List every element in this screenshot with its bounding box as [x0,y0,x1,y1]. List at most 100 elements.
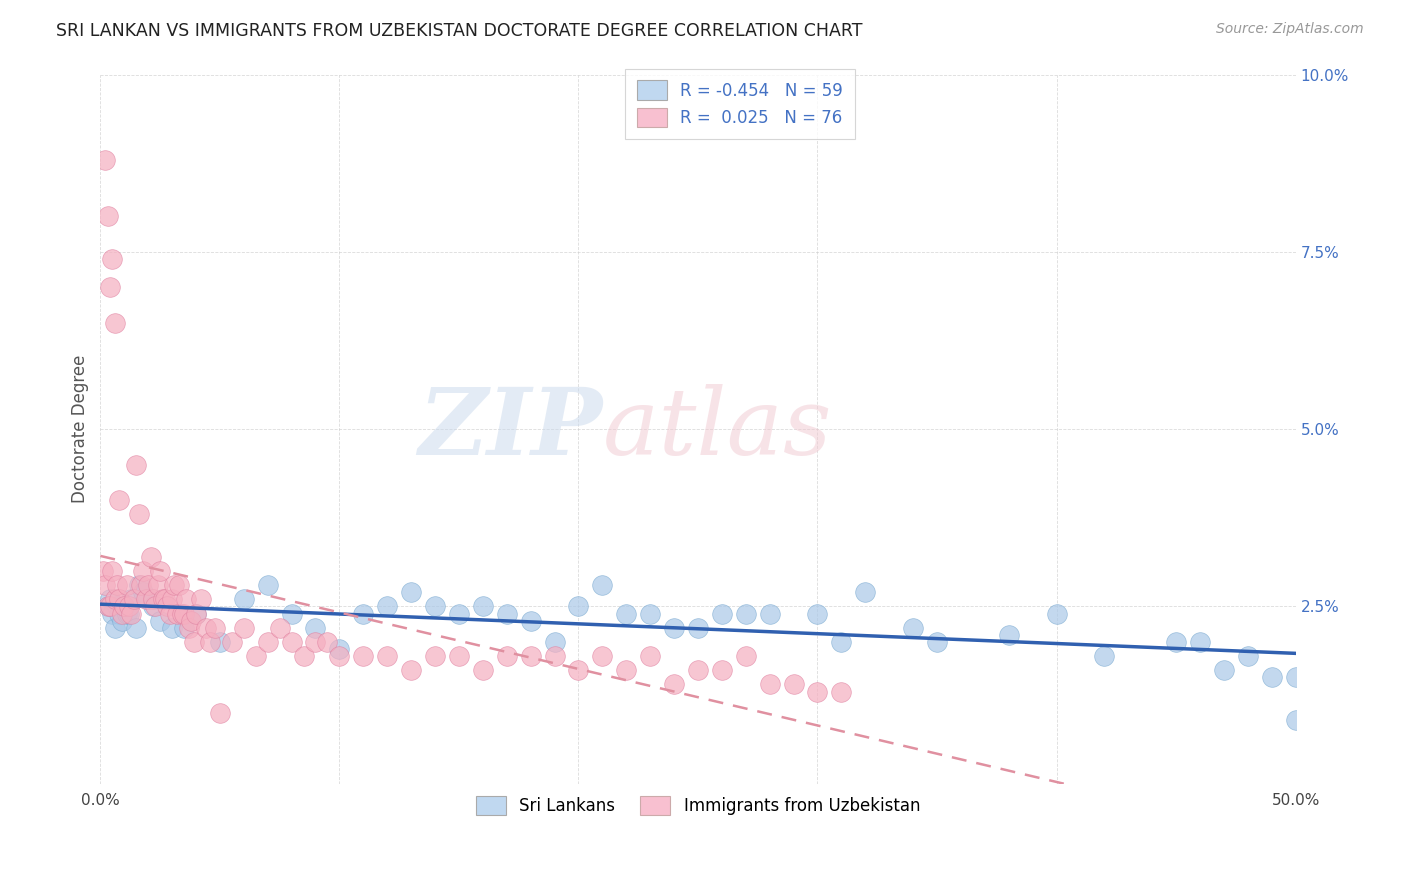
Point [176,592,198,607]
Point [115,578,138,592]
Point [232,592,254,607]
Point [146,578,169,592]
Point [166,607,188,621]
Point [495,607,517,621]
Point [758,607,780,621]
Point [142,599,165,614]
Point [997,628,1019,642]
Point [143,599,166,614]
Point [1212,663,1234,677]
Point [245,649,267,664]
Point [111,607,134,621]
Point [129,578,152,592]
Point [136,578,159,592]
Point [806,607,828,621]
Point [105,578,128,592]
Point [184,607,207,621]
Point [316,635,339,649]
Point [128,578,150,592]
Point [184,607,207,621]
Point [96,210,118,224]
Point [132,585,155,599]
Point [111,614,134,628]
Point [614,663,637,677]
Point [686,621,709,635]
Point [94,153,117,167]
Point [153,592,176,607]
Point [105,599,128,614]
Point [591,649,613,664]
Point [173,621,195,635]
Point [142,592,165,607]
Point [662,677,685,691]
Point [519,614,541,628]
Point [104,592,127,607]
Point [256,635,278,649]
Point [173,607,195,621]
Point [591,578,613,592]
Point [1045,607,1067,621]
Point [108,607,131,621]
Point [149,564,172,578]
Point [519,649,541,664]
Point [98,280,121,294]
Point [567,599,589,614]
Point [139,549,162,564]
Point [495,649,517,664]
Point [734,649,756,664]
Point [149,614,172,628]
Point [200,635,222,649]
Point [567,663,589,677]
Point [183,635,205,649]
Point [96,599,118,614]
Point [471,599,494,614]
Point [190,592,212,607]
Point [853,585,876,599]
Text: ZIP: ZIP [418,384,602,475]
Point [170,607,193,621]
Point [782,677,804,691]
Text: Source: ZipAtlas.com: Source: ZipAtlas.com [1216,22,1364,37]
Point [1188,635,1211,649]
Point [399,585,422,599]
Point [120,592,142,607]
Point [710,663,733,677]
Point [101,607,124,621]
Point [543,649,565,664]
Point [1260,670,1282,684]
Point [91,564,114,578]
Point [167,578,190,592]
Point [375,599,398,614]
Point [1236,649,1258,664]
Point [194,621,217,635]
Point [115,607,138,621]
Point [901,621,924,635]
Point [352,649,374,664]
Point [108,493,131,508]
Point [180,614,202,628]
Point [471,663,494,677]
Point [221,635,243,649]
Point [328,649,350,664]
Point [156,599,179,614]
Point [94,578,117,592]
Point [98,592,121,607]
Point [125,621,148,635]
Point [399,663,422,677]
Text: SRI LANKAN VS IMMIGRANTS FROM UZBEKISTAN DOCTORATE DEGREE CORRELATION CHART: SRI LANKAN VS IMMIGRANTS FROM UZBEKISTAN… [56,22,863,40]
Point [118,607,141,621]
Point [447,607,470,621]
Point [204,621,226,635]
Point [280,607,302,621]
Point [232,621,254,635]
Point [136,592,159,607]
Point [152,592,174,607]
Point [806,684,828,698]
Point [423,599,446,614]
Point [269,621,291,635]
Point [96,599,118,614]
Point [1284,670,1306,684]
Point [208,706,231,720]
Point [108,592,131,607]
Point [135,592,157,607]
